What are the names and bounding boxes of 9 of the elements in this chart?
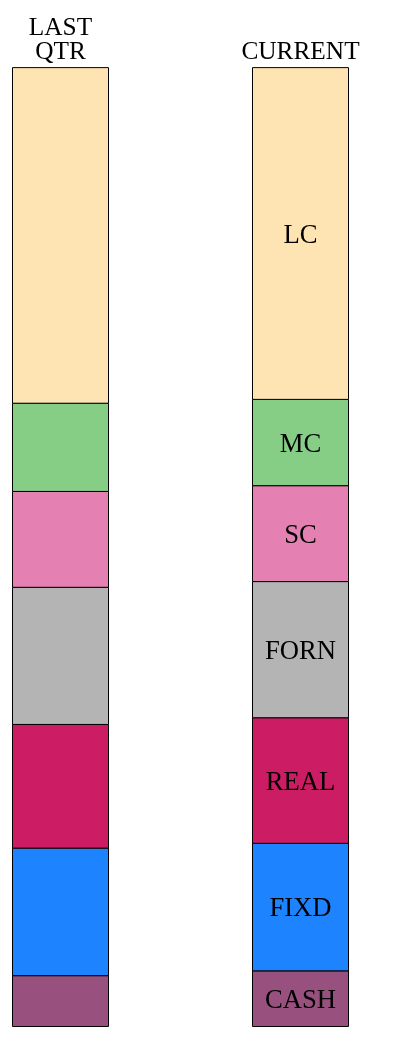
series-label: MC bbox=[279, 427, 322, 458]
series-label: REAL bbox=[265, 765, 336, 796]
x-tick-label: CURRENT bbox=[241, 35, 361, 64]
series-label: FORN bbox=[264, 634, 337, 665]
series-label: SC bbox=[284, 518, 317, 549]
x-tick-label: LAST QTR bbox=[28, 11, 93, 64]
series-label: FIXD bbox=[269, 892, 332, 923]
series-label: LC bbox=[283, 218, 318, 249]
series-label: CASH bbox=[264, 983, 337, 1014]
